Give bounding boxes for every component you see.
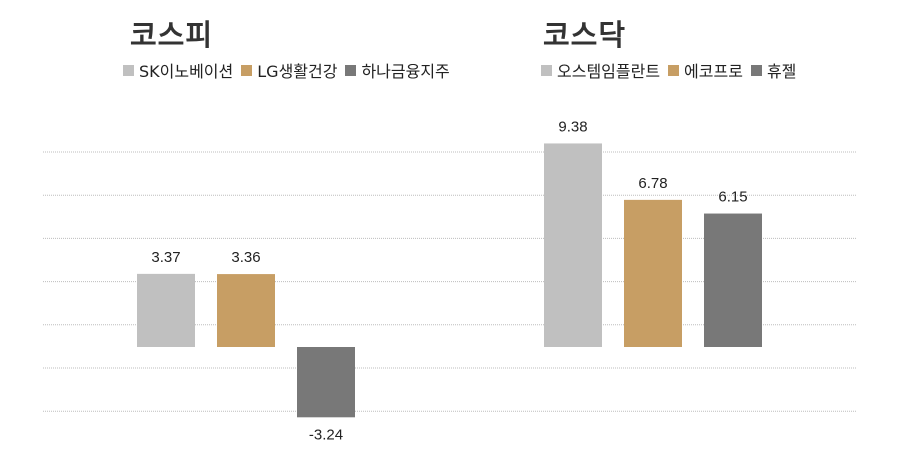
- legend-label: 휴젤: [766, 62, 797, 81]
- kosdaq-title: 코스닥: [543, 18, 627, 52]
- legend-label: LG생활건강: [257, 62, 338, 81]
- bar-kosdaq-3: [704, 213, 762, 347]
- legend-swatch: [668, 64, 680, 76]
- legend-item-sk-innovation: SK이노베이션: [123, 58, 233, 82]
- kospi-title: 코스피: [130, 18, 214, 52]
- data-label: 6.15: [718, 189, 747, 206]
- legend-swatch: [345, 64, 357, 76]
- bar-kospi-2: [217, 274, 275, 347]
- data-label: 3.36: [231, 249, 260, 266]
- data-label: 6.78: [638, 175, 667, 192]
- legend-item-hana-financial: 하나금융지주: [345, 58, 450, 82]
- legend-swatch: [123, 64, 134, 76]
- legend-label: 에코프로: [684, 62, 743, 81]
- legend-swatch: [750, 64, 762, 76]
- legend-item-ecopro: 에코프로: [668, 58, 743, 82]
- data-label: 3.37: [151, 249, 180, 266]
- kosdaq-legend: 오스템임플란트 에코프로 휴젤: [541, 58, 804, 82]
- legend-label: 오스템임플란트: [557, 62, 661, 81]
- data-label: -3.24: [309, 426, 343, 443]
- bar-kospi-1: [137, 273, 195, 347]
- legend-swatch: [541, 64, 552, 76]
- legend-swatch: [241, 64, 253, 76]
- legend-item-lg-hnh: LG생활건강: [241, 58, 337, 82]
- legend-label: SK이노베이션: [139, 62, 234, 81]
- kospi-legend: SK이노베이션 LG생활건강 하나금융지주: [123, 58, 458, 82]
- data-label: 9.38: [558, 118, 587, 135]
- legend-item-hugel: 휴젤: [750, 58, 797, 82]
- bar-kospi-3: [297, 347, 355, 418]
- legend-item-osstem: 오스템임플란트: [541, 58, 660, 82]
- bar-kosdaq-1: [544, 143, 602, 347]
- bar-kosdaq-2: [624, 199, 682, 347]
- legend-label: 하나금융지주: [361, 62, 450, 81]
